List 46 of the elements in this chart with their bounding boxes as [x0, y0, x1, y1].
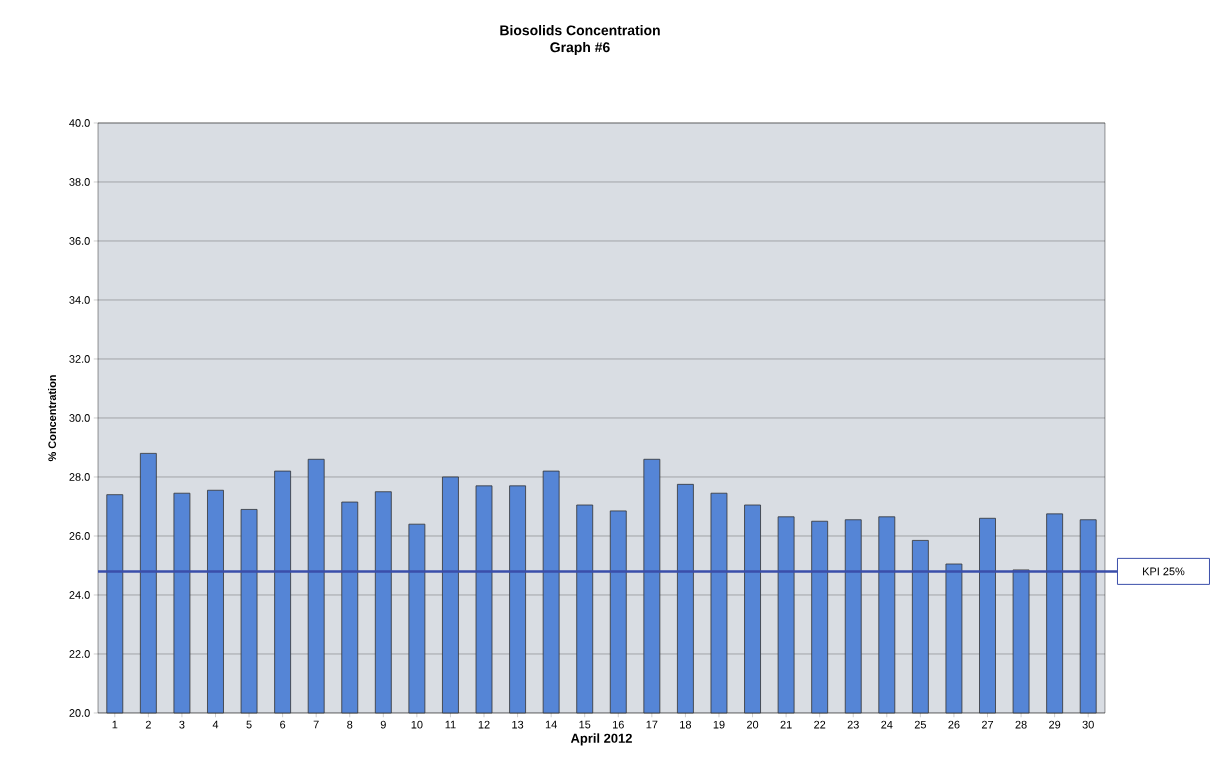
x-tick-label: 22: [814, 720, 826, 729]
x-tick-label: 12: [478, 720, 490, 729]
chart-subtitle: Graph #6: [550, 41, 610, 55]
x-tick-label: 5: [246, 720, 252, 729]
x-tick-label: 23: [847, 720, 859, 729]
x-tick-label: 21: [780, 720, 792, 729]
x-tick-label: 16: [613, 720, 624, 729]
y-tick-label: 38.0: [69, 178, 90, 186]
x-tick-label: 4: [212, 720, 219, 729]
y-axis-title: % Concentration: [48, 375, 57, 462]
x-tick-label: 7: [313, 720, 319, 729]
y-tick-label: 22.0: [69, 650, 90, 658]
x-tick-label: 26: [948, 720, 960, 729]
y-tick-label: 20.0: [69, 709, 90, 717]
x-tick-label: 8: [347, 720, 353, 729]
x-tick-label: 18: [680, 720, 692, 729]
x-tick-label: 15: [579, 720, 591, 729]
x-tick-label: 20: [746, 720, 759, 729]
x-tick-label: 9: [380, 720, 386, 729]
y-tick-label: 36.0: [69, 237, 90, 245]
x-tick-label: 28: [1015, 720, 1027, 729]
x-tick-label: 3: [179, 720, 185, 729]
x-tick-label: 10: [411, 720, 423, 729]
x-tick-label: 19: [713, 720, 725, 729]
x-tick-label: 24: [881, 720, 893, 729]
y-tick-label: 24.0: [69, 591, 90, 599]
ref-line-label: KPI 25%: [1143, 567, 1185, 576]
y-tick-label: 26.0: [69, 532, 90, 540]
x-tick-label: 27: [981, 720, 994, 729]
x-tick-label: 14: [545, 720, 557, 729]
x-axis-title: April 2012: [570, 733, 632, 746]
x-tick-label: 1: [112, 720, 118, 729]
x-tick-label: 25: [914, 720, 926, 729]
x-tick-label: 13: [512, 720, 524, 729]
x-tick-label: 2: [145, 720, 151, 729]
y-tick-label: 30.0: [69, 414, 90, 422]
chart-title: Biosolids Concentration: [500, 25, 660, 36]
x-tick-label: 29: [1049, 720, 1061, 729]
x-tick-label: 30: [1082, 720, 1094, 729]
y-tick-label: 34.0: [69, 296, 90, 304]
x-tick-label: 6: [280, 720, 286, 729]
x-tick-label: 11: [445, 720, 456, 729]
y-tick-label: 32.0: [69, 355, 90, 363]
x-tick-label: 17: [646, 720, 658, 729]
y-tick-label: 28.0: [69, 473, 90, 481]
y-tick-label: 40.0: [69, 119, 90, 127]
